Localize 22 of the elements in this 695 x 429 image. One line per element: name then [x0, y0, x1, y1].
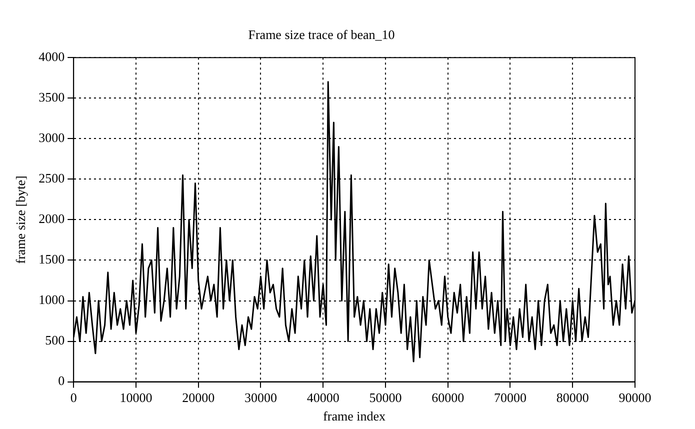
- y-tick-label: 0: [58, 373, 65, 388]
- y-tick-label: 1500: [38, 252, 65, 267]
- x-tick-label: 10000: [120, 390, 152, 406]
- x-tick-label: 0: [70, 390, 77, 406]
- x-tick-label: 30000: [244, 390, 277, 406]
- y-tick-label: 500: [45, 332, 65, 348]
- x-tick-label: 80000: [556, 390, 589, 406]
- x-tick-label: 20000: [182, 390, 215, 406]
- y-tick-label: 1000: [38, 292, 65, 308]
- x-tick-label: 70000: [494, 390, 526, 406]
- x-tick-label: 40000: [306, 390, 340, 406]
- x-tick-label: 60000: [432, 390, 464, 406]
- y-tick-label: 2500: [38, 170, 65, 186]
- y-tick-label: 3500: [38, 90, 65, 105]
- y-axis-title: frame size [byte]: [13, 176, 28, 264]
- chart-title: Frame size trace of bean_10: [248, 27, 395, 42]
- y-tick-label: 2000: [38, 211, 65, 226]
- x-tick-label: 90000: [618, 390, 652, 406]
- y-tick-label: 3000: [38, 130, 65, 146]
- x-axis-title: frame index: [323, 408, 386, 424]
- x-tick-label: 50000: [369, 390, 402, 406]
- y-tick-label: 4000: [38, 49, 65, 64]
